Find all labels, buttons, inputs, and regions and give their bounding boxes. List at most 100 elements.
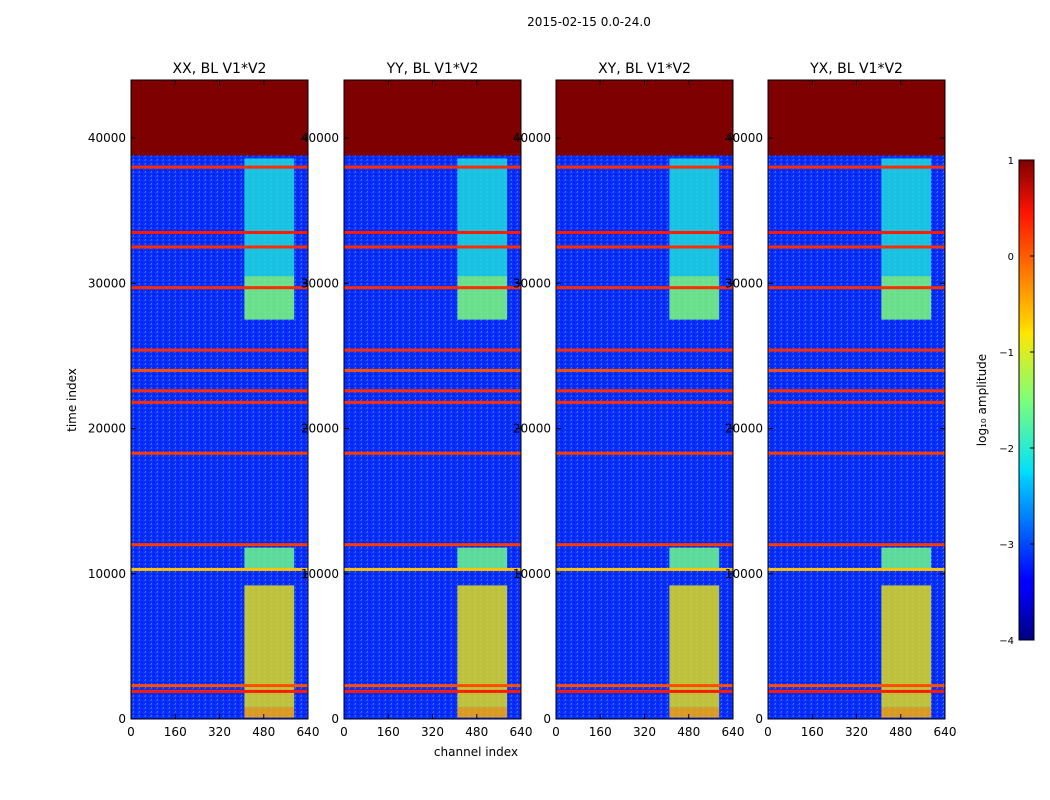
panel-3-image [768,80,945,719]
x-tick-label: 640 [722,725,745,739]
colorbar-tick-label: −4 [999,636,1014,647]
rfi-line [768,348,945,352]
colorbar-tick-label: 1 [1008,156,1014,167]
rfi-band [669,585,720,708]
y-tick-label: 40000 [88,131,126,145]
rfi-band [669,158,720,277]
rfi-line [344,245,521,249]
rfi-band [457,547,508,571]
rfi-line [131,230,308,234]
rfi-line [344,348,521,352]
rfi-band [244,158,295,277]
rfi-line [556,400,733,404]
saturated-region [556,80,733,156]
rfi-line [131,543,308,547]
rfi-line [556,689,733,693]
x-tick-label: 480 [252,725,275,739]
rfi-line [768,567,945,571]
y-tick-label: 40000 [513,131,551,145]
x-tick-label: 640 [297,725,320,739]
rfi-line [344,567,521,571]
rfi-line [768,684,945,688]
y-tick-label: 10000 [513,567,551,581]
y-tick-label: 0 [543,712,551,726]
rfi-band [244,547,295,571]
rfi-band [881,585,932,708]
x-tick-label: 640 [934,725,957,739]
rfi-line [344,543,521,547]
colorbar: 1 0 −1 −2 −3 −4 log₁₀ amplitude [975,156,1035,647]
x-tick-label: 160 [377,725,400,739]
rfi-line [131,165,308,169]
rfi-line [768,400,945,404]
rfi-line [556,684,733,688]
rfi-line [556,543,733,547]
rfi-line [131,567,308,571]
rfi-line [344,286,521,290]
rfi-line [131,245,308,249]
rfi-line [131,389,308,393]
colorbar-tick-label: −1 [999,348,1014,359]
y-tick-label: 20000 [513,422,551,436]
rfi-band [244,707,295,718]
rfi-band [881,547,932,571]
rfi-line [131,689,308,693]
y-tick-label: 20000 [725,422,763,436]
rfi-line [344,684,521,688]
y-tick-label: 20000 [301,422,339,436]
rfi-line [768,389,945,393]
rfi-line [556,165,733,169]
rfi-line [556,230,733,234]
rfi-band [244,585,295,708]
rfi-band [457,585,508,708]
rfi-band [881,276,932,320]
panel-0-image [131,80,308,719]
rfi-line [556,245,733,249]
panel-title: YX, BL V1*V2 [809,61,903,77]
rfi-line [768,286,945,290]
rfi-band [669,547,720,571]
rfi-line [768,451,945,455]
rfi-band [457,276,508,320]
rfi-band [244,276,295,320]
colorbar-tick-label: 0 [1008,252,1014,263]
x-tick-label: 160 [801,725,824,739]
y-tick-label: 40000 [725,131,763,145]
x-tick-label: 320 [208,725,231,739]
rfi-line [556,368,733,372]
y-tick-label: 30000 [301,276,339,290]
rfi-line [131,400,308,404]
y-tick-label: 0 [331,712,339,726]
rfi-line [768,165,945,169]
y-tick-label: 0 [755,712,763,726]
y-tick-label: 20000 [88,422,126,436]
y-tick-label: 10000 [301,567,339,581]
rfi-line [131,348,308,352]
rfi-line [556,389,733,393]
figure-title: 2015-02-15 0.0-24.0 [527,15,651,29]
y-tick-label: 10000 [88,567,126,581]
x-tick-label: 320 [633,725,656,739]
rfi-line [344,389,521,393]
rfi-line [344,230,521,234]
colorbar-label: log₁₀ amplitude [975,354,989,446]
panel-2: XY, BL V1*V2 0 160 320 480 640 0 10000 20000 3000… [513,61,745,739]
rfi-line [344,451,521,455]
x-tick-label: 480 [889,725,912,739]
panel-title: YY, BL V1*V2 [386,61,479,77]
x-tick-label: 0 [552,725,560,739]
x-tick-label: 480 [677,725,700,739]
x-tick-label: 320 [421,725,444,739]
saturated-region [131,80,308,156]
rfi-band [881,707,932,718]
rfi-band [457,707,508,718]
y-tick-label: 40000 [301,131,339,145]
panel-0: XX, BL V1*V2 0 160 320 480 640 0 10000 20000 3000… [88,61,320,739]
rfi-line [768,245,945,249]
saturated-region [768,80,945,156]
saturated-region [344,80,521,156]
rfi-line [556,286,733,290]
x-axis-label: channel index [434,745,518,759]
rfi-line [344,368,521,372]
colorbar-gradient [1018,159,1035,641]
